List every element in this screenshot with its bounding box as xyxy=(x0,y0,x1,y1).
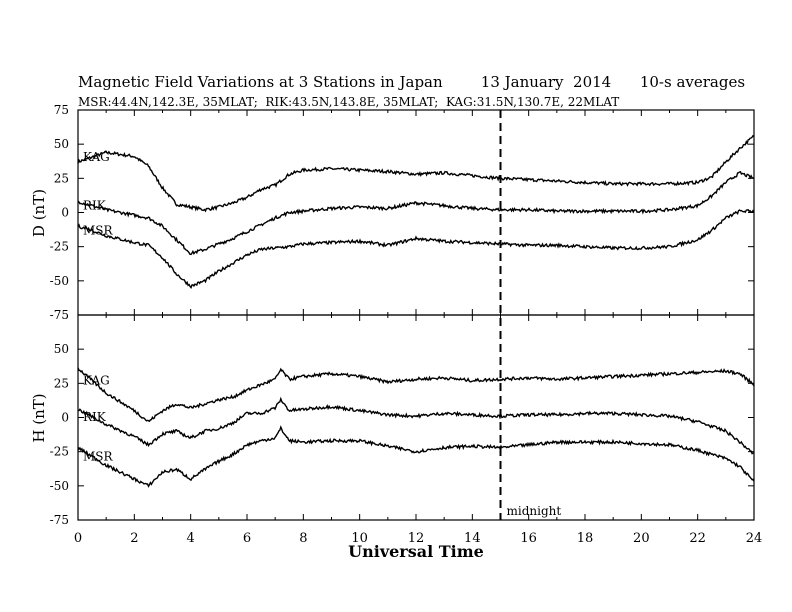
top-panel-frame xyxy=(77,109,755,316)
x-tick-label: 18 xyxy=(577,531,594,546)
midnight-label: midnight xyxy=(507,504,562,518)
series-label-kag: KAG xyxy=(83,374,110,388)
y-tick-label: -75 xyxy=(50,513,69,527)
series-line-kag xyxy=(77,134,755,213)
x-tick-label: 0 xyxy=(74,531,82,546)
y-tick-label: -25 xyxy=(50,240,69,254)
y-tick-label: 50 xyxy=(54,342,69,356)
x-tick-label: 14 xyxy=(464,531,481,546)
series-label-kag: KAG xyxy=(83,150,110,164)
x-tick-label: 12 xyxy=(408,531,425,546)
y-tick-label: 25 xyxy=(54,376,69,390)
x-tick-label: 16 xyxy=(520,531,537,546)
x-tick-label: 24 xyxy=(746,531,763,546)
series-line-kag xyxy=(77,367,755,423)
series-line-rik xyxy=(78,396,755,455)
series-label-rik: RIK xyxy=(83,199,107,213)
x-tick-label: 8 xyxy=(299,531,307,546)
x-axis-label: Universal Time xyxy=(348,542,484,561)
x-tick-label: 10 xyxy=(351,531,368,546)
chart-subtitle: MSR:44.4N,142.3E, 35MLAT; RIK:43.5N,143.… xyxy=(78,95,620,109)
series-label-rik: RIK xyxy=(83,410,107,424)
series-label-msr: MSR xyxy=(83,223,114,237)
y-tick-label: -50 xyxy=(50,479,69,493)
x-tick-label: 6 xyxy=(243,531,251,546)
y-tick-label: 50 xyxy=(54,137,69,151)
y-tick-label: 25 xyxy=(54,171,69,185)
series-line-msr xyxy=(77,209,755,289)
x-tick-label: 20 xyxy=(633,531,650,546)
y-tick-label: -25 xyxy=(50,445,69,459)
y-tick-label: -75 xyxy=(50,308,69,322)
y-tick-label: -50 xyxy=(50,274,69,288)
bottom-y-axis-label: H (nT) xyxy=(30,393,48,442)
y-tick-label: 0 xyxy=(61,206,69,220)
x-tick-label: 22 xyxy=(689,531,706,546)
y-tick-label: 0 xyxy=(61,411,69,425)
chart-title: Magnetic Field Variations at 3 Stations … xyxy=(78,73,746,91)
series-line-msr xyxy=(77,425,755,488)
series-label-msr: MSR xyxy=(83,449,114,463)
bottom-panel-frame xyxy=(77,314,755,521)
top-y-axis-label: D (nT) xyxy=(30,189,48,237)
x-tick-label: 2 xyxy=(130,531,138,546)
series-line-rik xyxy=(77,171,755,256)
y-tick-label: 75 xyxy=(54,103,69,117)
x-tick-label: 4 xyxy=(187,531,195,546)
